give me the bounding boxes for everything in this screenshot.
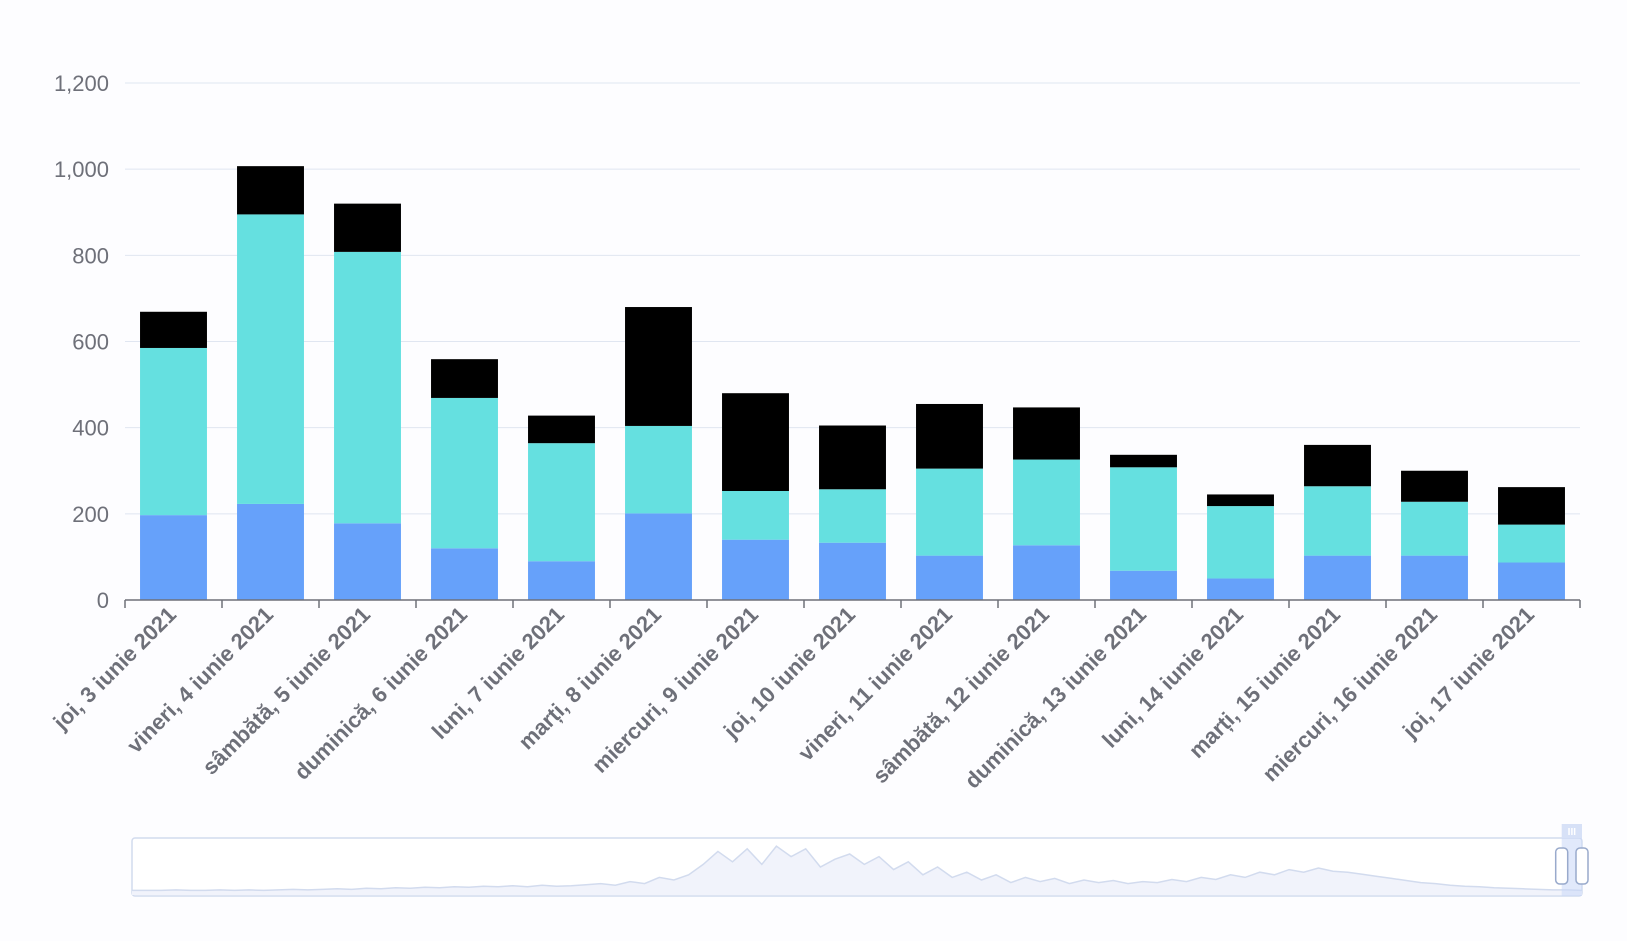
y-tick-label: 800 — [72, 243, 109, 268]
bar-segment-series-1[interactable] — [1498, 562, 1565, 600]
bar-segment-series-1[interactable] — [1304, 555, 1371, 600]
bar-segment-series-1[interactable] — [1110, 570, 1177, 600]
y-tick-label: 200 — [72, 502, 109, 527]
bar-segment-series-1[interactable] — [625, 513, 692, 600]
y-tick-label: 600 — [72, 330, 109, 355]
bar-segment-series-2[interactable] — [431, 397, 498, 549]
bar-segment-series-3[interactable] — [1304, 444, 1371, 487]
y-tick-label: 1,000 — [54, 157, 109, 182]
bar-segment-series-3[interactable] — [916, 403, 983, 469]
bar-segment-series-3[interactable] — [722, 393, 789, 491]
bar-segment-series-2[interactable] — [140, 347, 207, 516]
y-tick-label: 1,200 — [54, 71, 109, 96]
bar-segment-series-3[interactable] — [237, 166, 304, 215]
bar-segment-series-2[interactable] — [722, 490, 789, 540]
x-category-label: miercuri, 16 iunie 2021 — [1257, 602, 1442, 787]
data-zoom-slider[interactable]: III — [131, 824, 1589, 897]
bar-segment-series-2[interactable] — [237, 214, 304, 504]
bar-segment-series-3[interactable] — [334, 203, 401, 252]
zoom-preview-area — [132, 846, 1582, 895]
bar-segment-series-1[interactable] — [722, 539, 789, 600]
bar-segment-series-1[interactable] — [1207, 578, 1274, 600]
y-tick-label: 400 — [72, 416, 109, 441]
bar-segment-series-3[interactable] — [528, 415, 595, 444]
bar-segment-series-1[interactable] — [1013, 545, 1080, 600]
bar-segment-series-1[interactable] — [431, 548, 498, 600]
bar-segment-series-2[interactable] — [916, 468, 983, 556]
bar-segment-series-2[interactable] — [625, 425, 692, 514]
bar-segment-series-3[interactable] — [1013, 407, 1080, 460]
bar-segment-series-3[interactable] — [1498, 487, 1565, 525]
bar-segment-series-2[interactable] — [819, 489, 886, 543]
x-category-label: sâmbătă, 5 iunie 2021 — [197, 602, 375, 780]
zoom-grip-icon: III — [1568, 827, 1577, 838]
bar-segment-series-1[interactable] — [334, 523, 401, 600]
bar-segment-series-1[interactable] — [1401, 555, 1468, 600]
bar-layer — [140, 166, 1565, 600]
bar-segment-series-3[interactable] — [819, 425, 886, 490]
zoom-start-handle[interactable] — [1554, 847, 1569, 885]
bar-segment-series-3[interactable] — [1110, 454, 1177, 468]
bar-segment-series-2[interactable] — [1304, 486, 1371, 556]
bar-segment-series-1[interactable] — [237, 503, 304, 600]
bar-segment-series-1[interactable] — [819, 542, 886, 600]
bar-segment-series-2[interactable] — [528, 443, 595, 562]
zoom-move-handle[interactable] — [1561, 824, 1582, 838]
bar-segment-series-3[interactable] — [1207, 494, 1274, 507]
zoom-preview-line — [132, 845, 1583, 892]
x-category-label: duminică, 13 iunie 2021 — [960, 602, 1151, 793]
bar-segment-series-2[interactable] — [1110, 467, 1177, 571]
bar-segment-series-2[interactable] — [334, 251, 401, 524]
bar-segment-series-2[interactable] — [1207, 506, 1274, 579]
x-category-label: duminică, 6 iunie 2021 — [289, 602, 472, 785]
bar-segment-series-1[interactable] — [916, 555, 983, 600]
bar-segment-series-3[interactable] — [431, 359, 498, 398]
x-category-label: sâmbătă, 12 iunie 2021 — [868, 602, 1054, 788]
bar-segment-series-1[interactable] — [140, 515, 207, 600]
bar-segment-series-1[interactable] — [528, 561, 595, 600]
bar-segment-series-2[interactable] — [1498, 524, 1565, 563]
bar-segment-series-2[interactable] — [1013, 459, 1080, 546]
zoom-end-handle[interactable] — [1575, 847, 1589, 885]
y-tick-label: 0 — [97, 588, 109, 613]
bar-segment-series-3[interactable] — [625, 307, 692, 426]
bar-segment-series-3[interactable] — [1401, 470, 1468, 502]
bar-segment-series-3[interactable] — [140, 311, 207, 348]
bar-segment-series-2[interactable] — [1401, 501, 1468, 556]
x-category-label: miercuri, 9 iunie 2021 — [587, 602, 763, 778]
